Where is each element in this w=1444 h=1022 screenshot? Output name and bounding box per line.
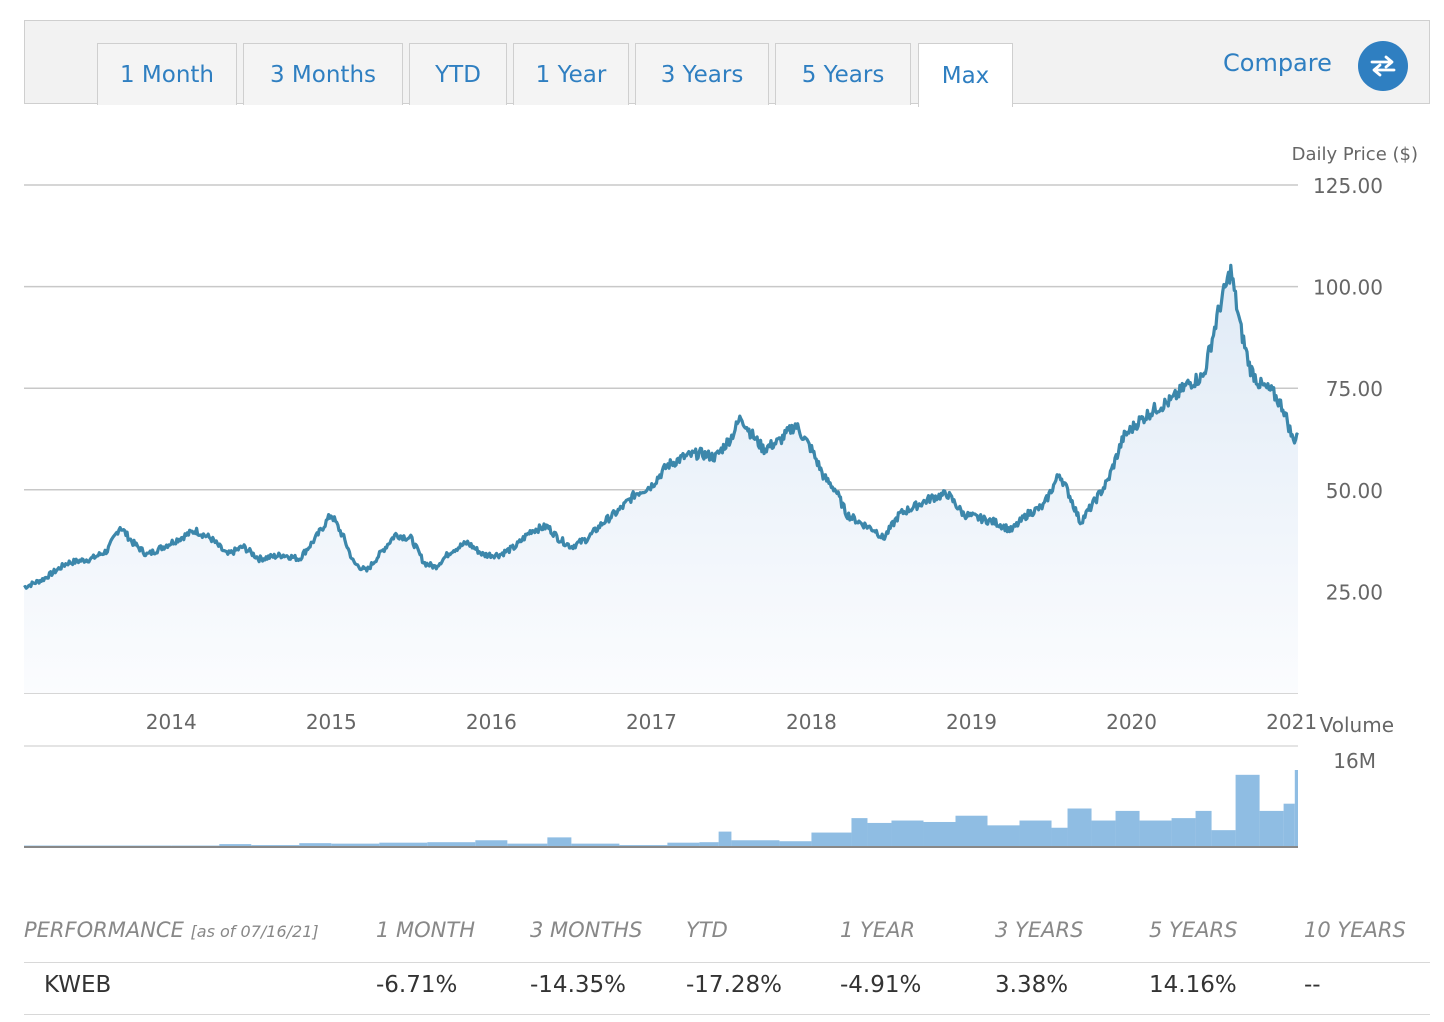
volume-bar <box>1091 820 1116 847</box>
volume-bar <box>891 820 924 847</box>
volume-bar <box>1283 803 1295 847</box>
compare-link[interactable]: Compare <box>1223 49 1332 77</box>
volume-bar <box>427 842 476 847</box>
tab-ytd[interactable]: YTD <box>409 43 507 105</box>
perf-col-5-years: 5 YEARS <box>1149 918 1238 942</box>
volume-max-label: 16M <box>1333 749 1376 773</box>
volume-bar <box>699 842 719 847</box>
perf-value-1-month: -6.71% <box>376 972 458 998</box>
swap-arrows-icon <box>1370 55 1396 77</box>
tab-1-month[interactable]: 1 Month <box>97 43 237 105</box>
volume-bar <box>331 843 380 847</box>
volume-bar <box>1051 827 1068 847</box>
perf-value-1-year: -4.91% <box>840 972 922 998</box>
perf-col-3-months: 3 MONTHS <box>530 918 643 942</box>
tab-3-months[interactable]: 3 Months <box>243 43 403 105</box>
volume-bar <box>867 822 892 847</box>
perf-value-5-years: 14.16% <box>1149 972 1237 998</box>
volume-bar <box>811 832 852 847</box>
volume-label: Volume <box>1320 713 1394 737</box>
performance-heading: PERFORMANCE [as of 07/16/21] <box>24 918 319 942</box>
x-tick-label: 2021 <box>1266 710 1317 734</box>
volume-bar <box>1235 774 1260 847</box>
volume-bar <box>571 843 620 847</box>
perf-value-10-years: -- <box>1304 972 1321 998</box>
volume-bar <box>1259 810 1284 847</box>
volume-bar <box>475 840 508 847</box>
x-tick-label: 2015 <box>306 710 357 734</box>
y-axis-title: Daily Price ($) <box>1292 144 1418 165</box>
perf-divider-bottom <box>24 1014 1430 1015</box>
tab-5-years[interactable]: 5 Years <box>775 43 911 105</box>
tab-max[interactable]: Max <box>918 43 1013 107</box>
volume-bar <box>1211 830 1236 847</box>
y-tick-label: 75.00 <box>1326 377 1383 401</box>
perf-value-3-months: -14.35% <box>530 972 626 998</box>
x-tick-label: 2020 <box>1106 710 1157 734</box>
tab-1-year[interactable]: 1 Year <box>513 43 629 105</box>
volume-bar <box>731 840 780 847</box>
volume-bar <box>718 831 732 847</box>
volume-bar <box>299 843 332 847</box>
x-tick-label: 2017 <box>626 710 677 734</box>
price-line <box>23 263 1300 590</box>
volume-bar <box>779 841 812 847</box>
perf-col-3-years: 3 YEARS <box>995 918 1084 942</box>
perf-value-ytd: -17.28% <box>686 972 782 998</box>
perf-col-1-year: 1 YEAR <box>840 918 916 942</box>
y-tick-label: 50.00 <box>1326 479 1383 503</box>
compare-button[interactable] <box>1358 41 1408 91</box>
performance-title: PERFORMANCE <box>24 918 184 942</box>
performance-as-of: [as of 07/16/21] <box>190 922 319 941</box>
volume-bar <box>219 844 252 847</box>
perf-col-10-years: 10 YEARS <box>1304 918 1406 942</box>
volume-bar <box>923 821 956 847</box>
volume-bar <box>1171 818 1196 847</box>
volume-bar <box>1115 810 1140 847</box>
volume-bar <box>507 843 548 847</box>
x-tick-label: 2014 <box>146 710 197 734</box>
y-tick-label: 125.00 <box>1313 174 1383 198</box>
volume-bar <box>851 818 868 847</box>
y-tick-label: 25.00 <box>1326 580 1383 604</box>
range-tab-bar: 1 Month 3 Months YTD 1 Year 3 Years 5 Ye… <box>24 20 1430 107</box>
perf-col-ytd: YTD <box>686 918 728 942</box>
x-tick-label: 2016 <box>466 710 517 734</box>
volume-bar <box>987 825 1020 847</box>
volume-bar <box>1195 810 1212 847</box>
perf-value-3-years: 3.38% <box>995 972 1069 998</box>
price-chart: 2014 2015 2016 2017 2018 2019 2020 2021 125.00 1… <box>23 144 1418 848</box>
tab-3-years[interactable]: 3 Years <box>635 43 769 105</box>
y-tick-label: 100.00 <box>1313 276 1383 300</box>
volume-bar <box>667 842 700 847</box>
volume-bar <box>1019 820 1052 847</box>
volume-bar <box>1294 770 1298 847</box>
volume-bar <box>1139 820 1172 847</box>
perf-ticker: KWEB <box>44 972 112 998</box>
x-tick-label: 2019 <box>946 710 997 734</box>
perf-divider-top <box>24 962 1430 963</box>
volume-bar <box>547 837 572 847</box>
volume-bar <box>1067 808 1092 847</box>
perf-col-1-month: 1 MONTH <box>376 918 476 942</box>
x-tick-label: 2018 <box>786 710 837 734</box>
volume-bar <box>955 815 988 847</box>
volume-bar <box>379 842 428 847</box>
